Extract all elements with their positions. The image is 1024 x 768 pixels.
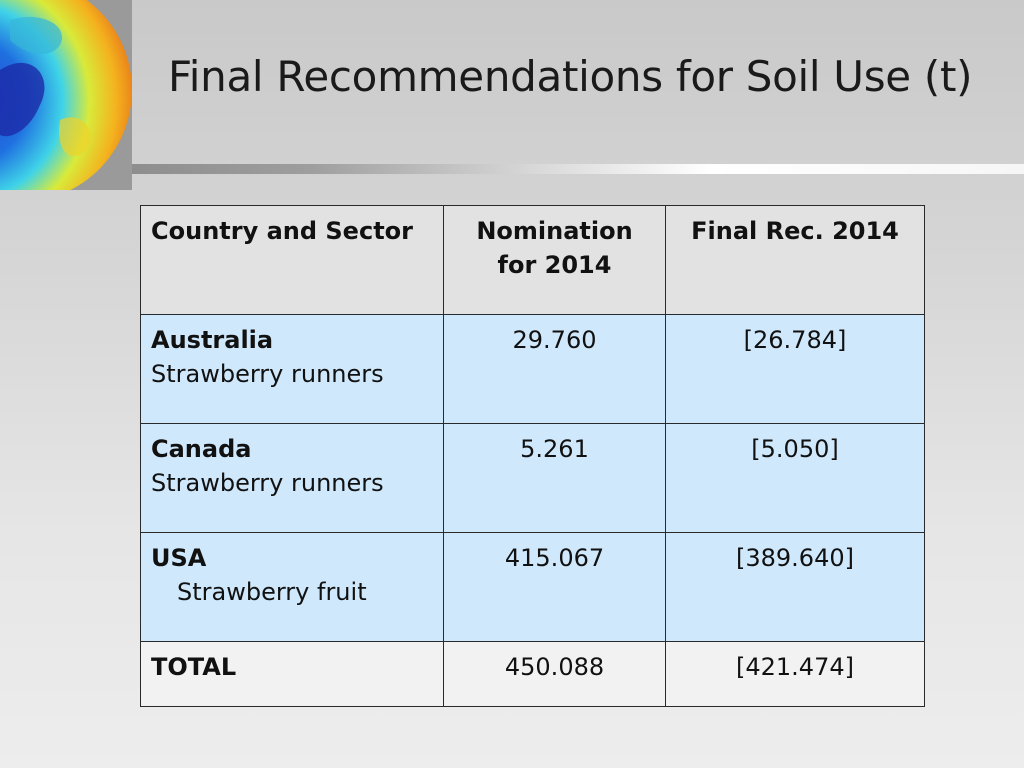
header-nomination-line1: Nomination <box>476 217 633 245</box>
header-nomination-line2: for 2014 <box>497 251 612 279</box>
final-rec-cell: [26.784] <box>665 314 925 424</box>
recommendations-table: Country and Sector Nomination for 2014 F… <box>140 205 925 707</box>
table-total-row: TOTAL 450.088 [421.474] <box>140 641 925 707</box>
sector-name: Strawberry runners <box>151 360 384 388</box>
header-country-sector: Country and Sector <box>140 205 444 315</box>
country-sector-cell: Canada Strawberry runners <box>140 423 444 533</box>
table-row: Australia Strawberry runners 29.760 [26.… <box>140 314 925 424</box>
country-name: Canada <box>151 435 252 463</box>
sector-name: Strawberry fruit <box>177 578 367 606</box>
total-label: TOTAL <box>140 641 444 707</box>
nomination-cell: 415.067 <box>443 532 666 642</box>
country-name: Australia <box>151 326 274 354</box>
table-row: USA Strawberry fruit 415.067 [389.640] <box>140 532 925 642</box>
country-sector-cell: Australia Strawberry runners <box>140 314 444 424</box>
final-rec-cell: [389.640] <box>665 532 925 642</box>
nomination-cell: 5.261 <box>443 423 666 533</box>
table-header-row: Country and Sector Nomination for 2014 F… <box>140 205 925 315</box>
final-rec-cell: [5.050] <box>665 423 925 533</box>
country-name: USA <box>151 544 207 572</box>
total-final-rec: [421.474] <box>665 641 925 707</box>
table-row: Canada Strawberry runners 5.261 [5.050] <box>140 423 925 533</box>
ozone-globe-image <box>0 0 132 190</box>
header-nomination: Nomination for 2014 <box>443 205 666 315</box>
title-divider <box>132 164 1024 174</box>
header-final-rec: Final Rec. 2014 <box>665 205 925 315</box>
slide-title: Final Recommendations for Soil Use (t) <box>168 52 973 101</box>
nomination-cell: 29.760 <box>443 314 666 424</box>
total-nomination: 450.088 <box>443 641 666 707</box>
sector-name: Strawberry runners <box>151 469 384 497</box>
country-sector-cell: USA Strawberry fruit <box>140 532 444 642</box>
